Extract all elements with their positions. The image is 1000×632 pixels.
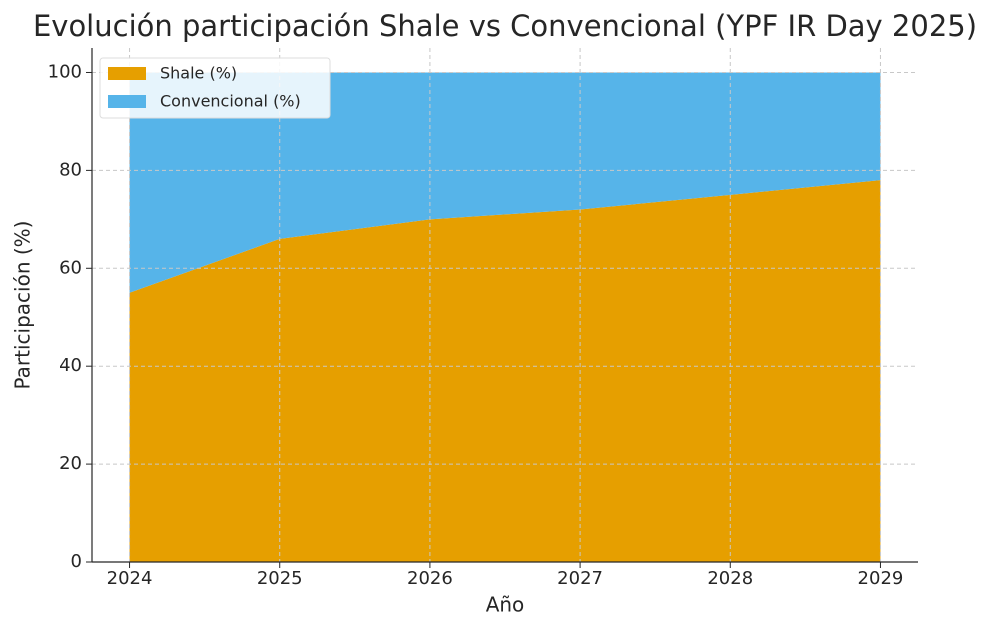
x-axis-label: Año xyxy=(486,593,525,617)
y-tick-label: 0 xyxy=(71,551,82,572)
y-tick-label: 80 xyxy=(59,159,82,180)
chart-title: Evolución participación Shale vs Convenc… xyxy=(33,9,977,43)
legend-label: Convencional (%) xyxy=(160,92,301,111)
legend-swatch xyxy=(108,67,146,80)
legend: Shale (%) Convencional (%) xyxy=(99,57,331,119)
x-tick-label: 2026 xyxy=(407,568,453,589)
y-tick-label: 40 xyxy=(59,355,82,376)
y-tick-label: 100 xyxy=(48,61,82,82)
x-tick-label: 2024 xyxy=(107,568,153,589)
x-tick-label: 2025 xyxy=(257,568,303,589)
y-tick-label: 20 xyxy=(59,453,82,474)
x-tick-label: 2027 xyxy=(557,568,603,589)
y-axis-label: Participación (%) xyxy=(11,221,35,390)
x-tick-label: 2029 xyxy=(858,568,904,589)
legend-box xyxy=(99,57,331,119)
legend-swatch xyxy=(108,95,146,108)
area xyxy=(129,180,881,562)
x-tick-label: 2028 xyxy=(707,568,753,589)
legend-label: Shale (%) xyxy=(160,64,237,83)
y-tick-label: 60 xyxy=(59,257,82,278)
area xyxy=(129,72,881,293)
